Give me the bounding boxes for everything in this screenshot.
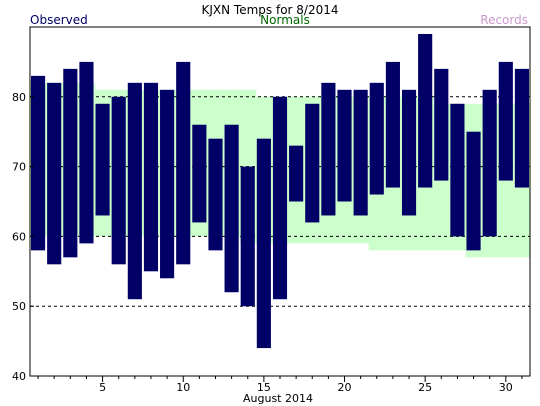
observed-bar-day-9: [160, 89, 175, 279]
observed-bar-day-17: [289, 145, 304, 202]
x-tick-label-25: 25: [418, 381, 432, 394]
y-tick-label-70: 70: [12, 161, 26, 174]
axis-ticks: 40 50 60 70 80 5 10 15 20 25 30: [12, 91, 523, 394]
observed-bar-day-26: [434, 68, 449, 181]
observed-bar-day-1: [31, 75, 46, 251]
observed-bar-day-11: [192, 124, 207, 223]
observed-bar-day-8: [143, 82, 159, 272]
observed-bar-day-14: [240, 166, 255, 307]
observed-bar-day-31: [514, 68, 529, 188]
observed-bar-day-7: [127, 82, 142, 300]
observed-bar-day-5: [95, 103, 110, 216]
y-tick-label-50: 50: [12, 300, 26, 313]
legend-normals: Normals: [260, 13, 310, 27]
observed-bar-day-15: [256, 138, 271, 349]
observed-bar-day-24: [401, 89, 417, 216]
observed-bar-day-13: [224, 124, 239, 293]
observed-bar-day-18: [305, 103, 320, 223]
observed-bar-day-12: [208, 138, 223, 251]
observed-bar-day-28: [466, 131, 481, 251]
x-tick-label-5: 5: [99, 381, 106, 394]
x-tick-label-30: 30: [499, 381, 513, 394]
observed-bar-day-20: [337, 89, 352, 202]
observed-bar-day-21: [353, 89, 368, 216]
chart-title: KJXN Temps for 8/2014: [202, 3, 339, 17]
observed-bar-day-25: [418, 33, 433, 188]
legend-observed: Observed: [30, 13, 88, 27]
observed-bar-day-27: [450, 103, 465, 237]
y-tick-label-60: 60: [12, 230, 26, 243]
y-tick-label-40: 40: [12, 370, 26, 383]
x-axis-label: August 2014: [243, 392, 313, 405]
y-tick-label-80: 80: [12, 91, 26, 104]
observed-bar-day-23: [385, 61, 400, 188]
observed-bar-day-19: [321, 82, 336, 216]
legend-records: Records: [480, 13, 528, 27]
observed-bar-day-29: [482, 89, 497, 237]
observed-bar-day-16: [272, 96, 288, 300]
x-tick-label-20: 20: [338, 381, 352, 394]
observed-bar-day-2: [47, 82, 62, 265]
observed-bar-day-3: [63, 68, 78, 258]
observed-bar-day-6: [111, 96, 126, 265]
x-tick-label-15: 15: [257, 381, 271, 394]
observed-bars-layer: [31, 33, 529, 349]
x-tick-label-10: 10: [176, 381, 190, 394]
observed-bar-day-30: [498, 61, 513, 181]
observed-bar-day-10: [176, 61, 191, 265]
observed-bar-day-4: [79, 61, 94, 244]
observed-bar-day-22: [369, 82, 384, 195]
